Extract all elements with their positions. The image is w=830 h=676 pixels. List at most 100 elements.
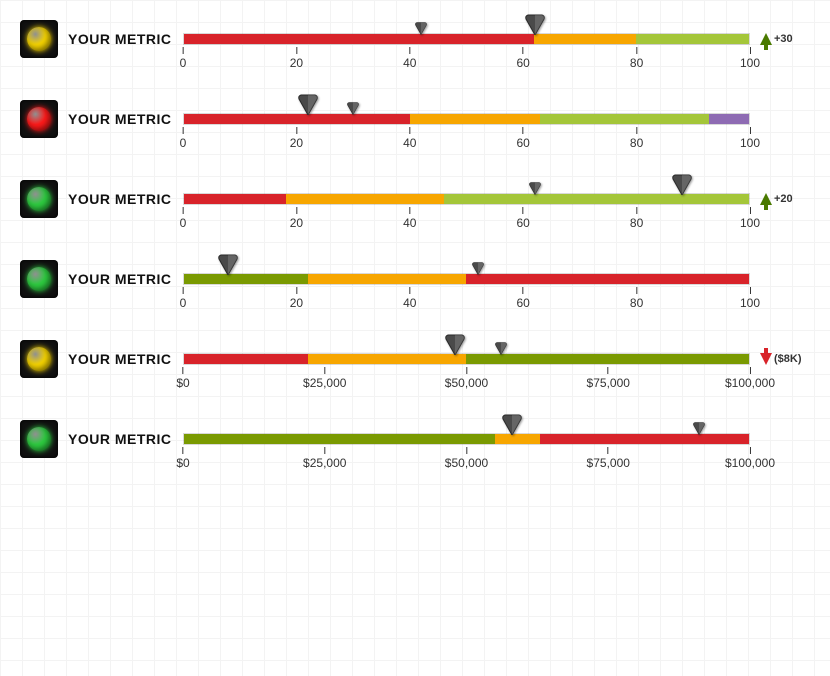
delta-indicator: +20 [760, 193, 810, 205]
marker-small-icon [693, 421, 705, 435]
delta-indicator: +30 [760, 33, 810, 45]
bullet-track: 020406080100 [183, 193, 750, 205]
axis-tick: 80 [630, 287, 643, 310]
bulb-icon [27, 347, 51, 371]
delta-text: +20 [774, 193, 793, 205]
bullet-row: YOUR METRIC$0$25,000$50,000$75,000$100,0… [20, 340, 810, 378]
metric-label: YOUR METRIC [68, 31, 183, 47]
delta-text: ($8K) [774, 353, 802, 365]
marker-large-icon [672, 173, 692, 195]
axis-tick: $0 [176, 447, 189, 470]
axis-tick: 100 [740, 207, 760, 230]
bullet-chart-container: YOUR METRIC020406080100 +30YOUR METRIC02… [20, 20, 810, 458]
segment-bar [183, 193, 750, 205]
segment [636, 34, 749, 44]
metric-label: YOUR METRIC [68, 431, 183, 447]
marker-small-icon [415, 21, 427, 35]
marker-large-icon [218, 253, 238, 275]
bullet-row: YOUR METRIC020406080100 +30 [20, 20, 810, 58]
axis-tick: 80 [630, 127, 643, 150]
axis-tick: 100 [740, 47, 760, 70]
bullet-track: 020406080100 [183, 33, 750, 45]
segment [495, 434, 540, 444]
axis: 020406080100 [183, 287, 750, 315]
segment [466, 354, 749, 364]
segment [308, 354, 466, 364]
axis-tick: $25,000 [303, 367, 346, 390]
bullet-track: 020406080100 [183, 273, 750, 285]
bullet-row: YOUR METRIC020406080100 [20, 100, 810, 138]
axis-tick: 40 [403, 287, 416, 310]
bullet-row: YOUR METRIC020406080100 +20 [20, 180, 810, 218]
axis: 020406080100 [183, 127, 750, 155]
bullet-track: $0$25,000$50,000$75,000$100,000 [183, 353, 750, 365]
segment [184, 34, 534, 44]
axis-tick: 40 [403, 47, 416, 70]
axis: 020406080100 [183, 207, 750, 235]
metric-label: YOUR METRIC [68, 271, 183, 287]
bulb-icon [27, 427, 51, 451]
axis-tick: 100 [740, 287, 760, 310]
segment [308, 274, 466, 284]
axis-tick: $50,000 [445, 447, 488, 470]
axis-tick: 0 [180, 207, 187, 230]
segment-bar [183, 353, 750, 365]
bulb-icon [27, 107, 51, 131]
segment [184, 354, 308, 364]
segment [444, 194, 749, 204]
bullet-track: $0$25,000$50,000$75,000$100,000 [183, 433, 750, 445]
metric-label: YOUR METRIC [68, 191, 183, 207]
marker-large-icon [298, 93, 318, 115]
segment [709, 114, 749, 124]
marker-large-icon [525, 13, 545, 35]
segment [540, 114, 710, 124]
axis-tick: 20 [290, 287, 303, 310]
segment-bar [183, 33, 750, 45]
bullet-row: YOUR METRIC020406080100 [20, 260, 810, 298]
bulb-icon [27, 267, 51, 291]
axis-tick: $75,000 [587, 447, 630, 470]
bullet-track: 020406080100 [183, 113, 750, 125]
axis-tick: $100,000 [725, 447, 775, 470]
marker-small-icon [495, 341, 507, 355]
segment-bar [183, 113, 750, 125]
segment-bar [183, 273, 750, 285]
arrow-up-icon [760, 193, 772, 205]
traffic-light-green [20, 180, 58, 218]
axis-tick: 40 [403, 207, 416, 230]
axis-tick: 60 [517, 127, 530, 150]
axis-tick: 60 [517, 287, 530, 310]
marker-small-icon [529, 181, 541, 195]
delta-indicator: ($8K) [760, 353, 810, 365]
axis-tick: $0 [176, 367, 189, 390]
arrow-down-icon [760, 353, 772, 365]
bulb-icon [27, 187, 51, 211]
segment-bar [183, 433, 750, 445]
axis-tick: 80 [630, 47, 643, 70]
axis-tick: 60 [517, 47, 530, 70]
segment [466, 274, 749, 284]
traffic-light-green [20, 420, 58, 458]
traffic-light-yellow [20, 340, 58, 378]
bullet-row: YOUR METRIC$0$25,000$50,000$75,000$100,0… [20, 420, 810, 458]
marker-large-icon [502, 413, 522, 435]
metric-label: YOUR METRIC [68, 111, 183, 127]
axis-tick: 100 [740, 127, 760, 150]
traffic-light-yellow [20, 20, 58, 58]
segment [184, 114, 410, 124]
segment [534, 34, 636, 44]
axis-tick: 20 [290, 47, 303, 70]
axis-tick: 20 [290, 127, 303, 150]
delta-text: +30 [774, 33, 793, 45]
traffic-light-red [20, 100, 58, 138]
axis-tick: $75,000 [587, 367, 630, 390]
traffic-light-green [20, 260, 58, 298]
segment [410, 114, 540, 124]
axis-tick: 40 [403, 127, 416, 150]
segment [540, 434, 749, 444]
bulb-icon [27, 27, 51, 51]
metric-label: YOUR METRIC [68, 351, 183, 367]
segment [184, 194, 286, 204]
axis-tick: 60 [517, 207, 530, 230]
axis-tick: 0 [180, 127, 187, 150]
